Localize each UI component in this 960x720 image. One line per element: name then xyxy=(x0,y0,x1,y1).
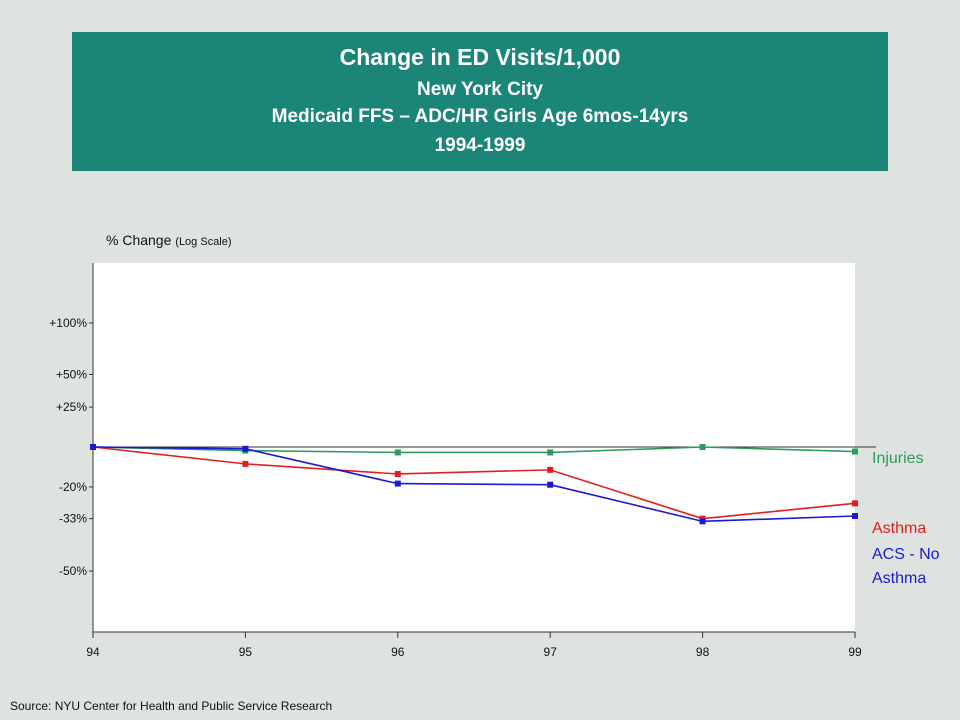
y-axis-label-note: (Log Scale) xyxy=(175,236,232,248)
data-point-acs-no-asthma xyxy=(547,481,554,488)
data-point-acs-no-asthma xyxy=(242,445,249,452)
x-tick-label: 95 xyxy=(239,645,253,659)
data-point-asthma xyxy=(852,500,858,507)
y-tick-label: -50% xyxy=(59,564,87,578)
series-label-asthma: Asthma xyxy=(872,520,926,537)
chart-subtitle-city: New York City xyxy=(416,79,543,100)
y-tick-label: -33% xyxy=(59,512,87,526)
x-tick-label: 96 xyxy=(391,645,405,659)
data-point-injuries xyxy=(699,444,706,450)
series-label-acs-no-asthma: ACS - No xyxy=(872,546,940,563)
chart-subtitle-years: 1994-1999 xyxy=(434,135,526,156)
series-line-injuries xyxy=(92,446,856,454)
x-tick-label: 94 xyxy=(86,645,100,659)
y-tick-label: +25% xyxy=(56,400,87,414)
data-point-acs-no-asthma xyxy=(852,513,858,520)
data-point-acs-no-asthma xyxy=(394,480,401,487)
chart-title: Change in ED Visits/1,000 xyxy=(339,44,621,70)
x-tick-label: 97 xyxy=(544,645,558,659)
data-point-injuries xyxy=(852,448,858,455)
y-tick-label: +50% xyxy=(56,367,87,381)
title-banner: Change in ED Visits/1,000 New York City … xyxy=(72,32,888,171)
series-label-injuries: Injuries xyxy=(872,450,924,467)
series-label-acs-no-asthma: Asthma xyxy=(872,570,926,587)
series-line-acs-no-asthma xyxy=(92,446,856,523)
y-axis-label: % Change (Log Scale) xyxy=(106,232,232,248)
series-line-asthma xyxy=(92,446,856,520)
x-tick-label: 98 xyxy=(696,645,710,659)
y-axis-label-main: % Change xyxy=(106,232,172,248)
source-note: Source: NYU Center for Health and Public… xyxy=(10,699,333,713)
data-point-asthma xyxy=(547,466,554,473)
data-point-injuries xyxy=(394,449,401,456)
data-point-acs-no-asthma xyxy=(90,444,96,450)
data-point-asthma xyxy=(394,470,401,477)
y-tick-label: -20% xyxy=(59,480,87,494)
y-tick-label: +100% xyxy=(49,316,87,330)
data-point-injuries xyxy=(547,449,554,456)
data-point-acs-no-asthma xyxy=(699,518,706,525)
chart-subtitle-population: Medicaid FFS – ADC/HR Girls Age 6mos-14y… xyxy=(271,106,689,127)
x-tick-label: 99 xyxy=(848,645,862,659)
data-point-asthma xyxy=(242,460,249,467)
